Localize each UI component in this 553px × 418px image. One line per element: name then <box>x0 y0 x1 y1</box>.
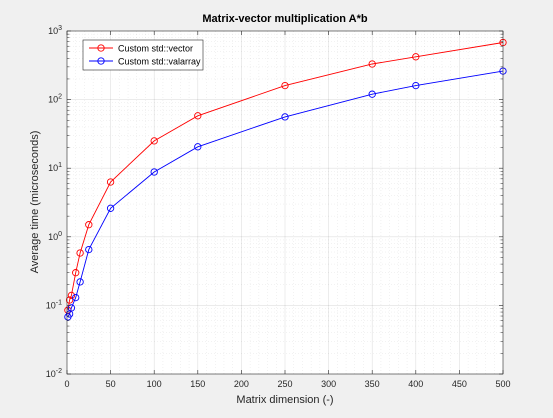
data-point-1 <box>67 304 76 312</box>
data-point-0 <box>412 53 420 61</box>
x-tick-label: 300 <box>321 379 336 389</box>
series-layer <box>64 38 507 321</box>
x-tick-label: 50 <box>106 379 116 389</box>
y-tick-label: 101 <box>48 162 62 173</box>
x-axis-label: Matrix dimension (-) <box>236 394 333 406</box>
data-point-1 <box>281 113 289 121</box>
data-point-0 <box>368 60 376 68</box>
data-point-1 <box>150 168 158 176</box>
data-point-0 <box>67 291 76 300</box>
data-point-0 <box>150 137 158 145</box>
data-point-1 <box>194 143 202 151</box>
y-tick-label: 103 <box>48 25 62 36</box>
grid <box>67 31 503 374</box>
legend-marker-vector <box>97 44 105 52</box>
y-tick-label: 100 <box>48 231 62 242</box>
plot-area <box>67 31 503 374</box>
y-axis-label: Average time (microseconds) <box>29 131 41 274</box>
series-line-0 <box>67 42 504 311</box>
x-tick-label: 350 <box>365 379 380 389</box>
x-tick-label: 100 <box>147 379 162 389</box>
y-tick-label: 10-1 <box>46 299 62 310</box>
legend-entry-vector: Custom std::vector <box>118 44 193 54</box>
data-point-1 <box>72 293 80 302</box>
legend-entry-valarray: Custom std::valarray <box>118 57 201 67</box>
data-point-1 <box>106 204 115 212</box>
series-line-1 <box>67 70 504 318</box>
legend: Custom std::vector Custom std::valarray <box>82 39 204 71</box>
y-tick-label: 10-2 <box>46 368 62 379</box>
data-point-1 <box>76 278 84 286</box>
ticks: 0 50 100 150 200 250 300 350 400 450 500 10-2 10-1 10… <box>46 25 511 389</box>
data-point-1 <box>412 81 420 90</box>
chart-title: Matrix-vector multiplication A*b <box>202 13 368 25</box>
data-point-0 <box>76 249 84 257</box>
data-point-0 <box>281 81 289 90</box>
x-tick-label: 500 <box>495 379 510 389</box>
data-point-0 <box>65 296 74 304</box>
x-tick-label: 200 <box>234 379 249 389</box>
y-tick-label: 102 <box>48 94 62 105</box>
data-point-0 <box>85 221 93 229</box>
x-tick-label: 450 <box>452 379 467 389</box>
legend-marker-valarray <box>97 57 105 65</box>
data-point-0 <box>72 269 80 277</box>
data-point-0 <box>194 112 202 120</box>
x-tick-label: 0 <box>64 379 69 389</box>
data-point-1 <box>368 90 376 98</box>
x-tick-label: 250 <box>277 379 292 389</box>
x-tick-label: 400 <box>408 379 423 389</box>
data-point-0 <box>106 178 115 186</box>
x-tick-label: 150 <box>190 379 205 389</box>
data-point-1 <box>85 245 93 254</box>
